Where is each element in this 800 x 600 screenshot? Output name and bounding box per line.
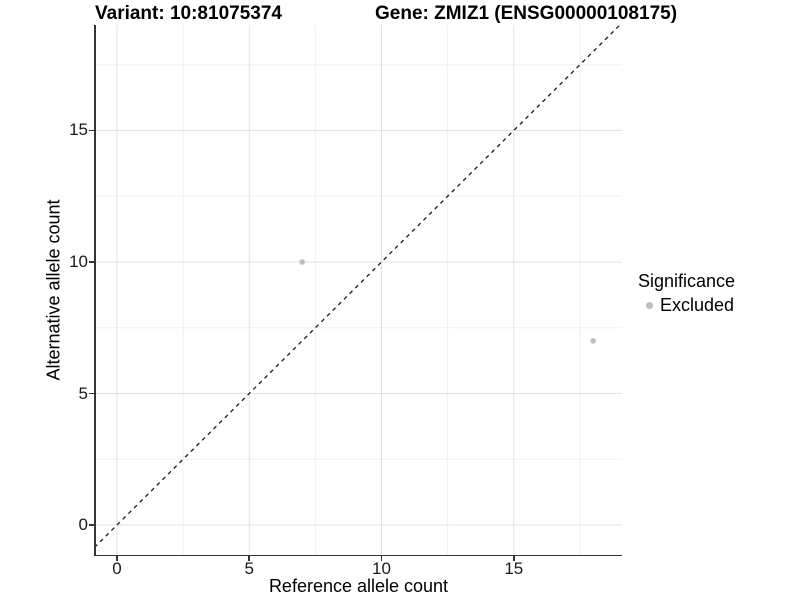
y-axis-tick-label: 5 [78, 383, 88, 403]
scatter-plot-canvas [95, 25, 622, 555]
y-axis-tick-label: 10 [69, 251, 88, 271]
legend-entry: Excluded [638, 295, 735, 315]
y-axis-tick-label: 0 [78, 515, 88, 534]
y-axis-tick-mark [89, 129, 94, 132]
y-axis-tick-label: 15 [69, 120, 88, 140]
plot-title-gene: Gene: ZMIZ1 (ENSG00000108175) [375, 3, 678, 24]
x-axis-tick-mark [380, 556, 383, 561]
x-axis-tick-mark [513, 556, 515, 561]
y-axis-line [94, 25, 96, 556]
x-axis-tick-mark [248, 556, 250, 561]
x-axis-title: Reference allele count [268, 576, 449, 596]
plot-panel [95, 25, 622, 555]
data-point [299, 259, 305, 265]
x-axis-tick-mark [116, 556, 118, 561]
legend: Significance Excluded [638, 271, 735, 315]
x-axis-line [94, 554, 622, 556]
legend-entry-label: Excluded [660, 294, 735, 315]
y-axis-tick-mark [89, 261, 94, 263]
x-axis-tick-label: 0 [112, 559, 122, 578]
x-axis-tick-label: 15 [504, 559, 524, 578]
y-axis-tick-mark [89, 524, 94, 526]
x-axis-tick-label: 5 [244, 559, 254, 578]
x-axis-tick-label: 10 [372, 559, 391, 578]
y-axis-title: Alternative allele count [43, 199, 64, 381]
legend-title: Significance [638, 271, 736, 291]
identity-reference-line [95, 25, 621, 548]
data-point [590, 338, 596, 344]
y-axis-tick-mark [89, 392, 94, 395]
plot-title-variant: Variant: 10:81075374 [95, 3, 282, 24]
legend-entries: Excluded [638, 295, 735, 315]
legend-point-icon [645, 301, 653, 309]
legend-key [638, 301, 660, 309]
